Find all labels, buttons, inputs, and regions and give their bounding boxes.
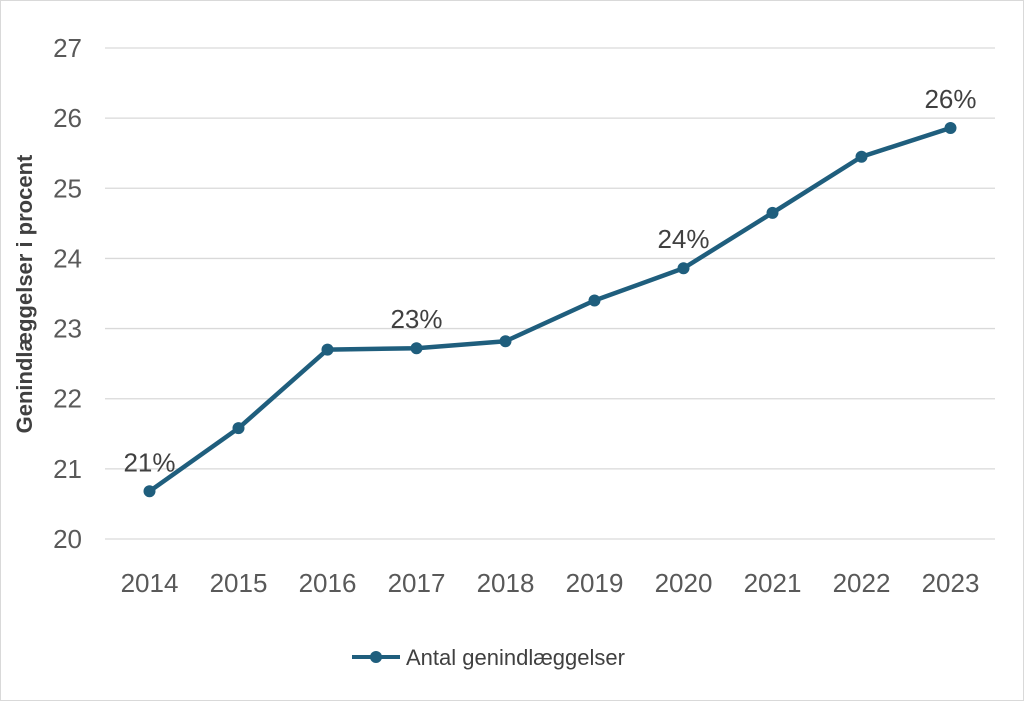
y-tick-label: 20 bbox=[53, 524, 82, 554]
x-tick-label: 2021 bbox=[744, 568, 802, 598]
data-point bbox=[321, 343, 334, 356]
data-label: 26% bbox=[924, 84, 976, 114]
gridlines bbox=[105, 47, 995, 540]
x-tick-label: 2018 bbox=[477, 568, 535, 598]
x-tick-label: 2020 bbox=[655, 568, 713, 598]
data-label: 24% bbox=[657, 224, 709, 254]
legend-entry: Antal genindlæggelser bbox=[406, 645, 625, 670]
data-point bbox=[677, 262, 690, 275]
data-point bbox=[588, 294, 601, 307]
data-point bbox=[143, 485, 156, 498]
y-tick-label: 25 bbox=[53, 173, 82, 203]
series-path bbox=[147, 125, 953, 494]
y-axis-label: Genindlæggelser i procent bbox=[12, 154, 37, 433]
data-labels: 21% 23% 24% 26% bbox=[123, 84, 976, 477]
x-tick-label: 2017 bbox=[388, 568, 446, 598]
y-axis-ticks: 20 21 22 23 24 25 26 27 bbox=[53, 33, 82, 554]
x-tick-label: 2023 bbox=[922, 568, 980, 598]
legend-point-marker bbox=[370, 651, 382, 663]
y-tick-label: 24 bbox=[53, 243, 82, 273]
data-point bbox=[499, 335, 512, 348]
data-point bbox=[944, 121, 957, 134]
y-tick-label: 23 bbox=[53, 314, 82, 344]
data-label: 23% bbox=[390, 304, 442, 334]
y-tick-label: 26 bbox=[53, 103, 82, 133]
x-tick-label: 2019 bbox=[566, 568, 624, 598]
x-axis-ticks: 2014 2015 2016 2017 2018 2019 2020 2021 2022 2023 bbox=[121, 568, 980, 598]
data-point bbox=[766, 206, 779, 219]
x-tick-label: 2014 bbox=[121, 568, 179, 598]
y-tick-label: 22 bbox=[53, 384, 82, 414]
series-line bbox=[143, 121, 957, 498]
x-tick-label: 2016 bbox=[299, 568, 357, 598]
y-tick-label: 21 bbox=[53, 454, 82, 484]
data-point bbox=[410, 342, 423, 355]
x-tick-label: 2015 bbox=[210, 568, 268, 598]
y-tick-label: 27 bbox=[53, 33, 82, 63]
data-point bbox=[855, 150, 868, 163]
x-tick-label: 2022 bbox=[833, 568, 891, 598]
data-point bbox=[232, 422, 245, 435]
data-label: 21% bbox=[123, 447, 175, 477]
legend: Antal genindlæggelser bbox=[352, 645, 625, 670]
